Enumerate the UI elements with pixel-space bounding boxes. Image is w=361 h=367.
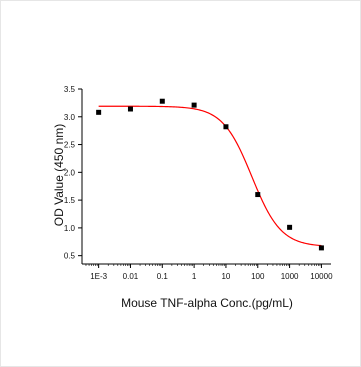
points-layer bbox=[96, 98, 324, 251]
data-point bbox=[287, 224, 293, 230]
x-axis-title: Mouse TNF-alpha Conc.(pg/mL) bbox=[121, 296, 293, 310]
x-tick-label: 0.01 bbox=[123, 272, 139, 281]
y-tick-label: 2.5 bbox=[64, 141, 76, 150]
y-axis-title: OD Value (450 nm) bbox=[52, 124, 66, 227]
data-point bbox=[255, 192, 261, 198]
data-point bbox=[127, 106, 133, 112]
x-tick-label: 10000 bbox=[310, 272, 333, 281]
data-point bbox=[191, 102, 197, 108]
fit-curve bbox=[98, 105, 322, 247]
data-point bbox=[159, 98, 165, 104]
data-point bbox=[223, 124, 229, 130]
y-tick-label: 3.5 bbox=[64, 85, 76, 94]
x-tick-label: 10 bbox=[221, 272, 230, 281]
axes: 0.5 1.0 1.5 2.0 2.5 3.0 3.5 1E-3 0.01 0.1 1 10 100 10… bbox=[64, 85, 333, 281]
data-point bbox=[96, 109, 102, 115]
x-tick-label: 1E-3 bbox=[90, 272, 107, 281]
data-point bbox=[318, 245, 324, 251]
fit-layer bbox=[98, 105, 322, 247]
y-tick-label: 3.0 bbox=[64, 113, 76, 122]
x-tick-label: 0.1 bbox=[157, 272, 169, 281]
y-tick-label: 0.5 bbox=[64, 252, 76, 261]
x-tick-label: 1 bbox=[192, 272, 197, 281]
y-tick-label: 1.5 bbox=[64, 196, 76, 205]
y-tick-label: 2.0 bbox=[64, 168, 76, 177]
x-tick-label: 1000 bbox=[281, 272, 299, 281]
x-tick-label: 100 bbox=[251, 272, 265, 281]
y-tick-label: 1.0 bbox=[64, 224, 76, 233]
